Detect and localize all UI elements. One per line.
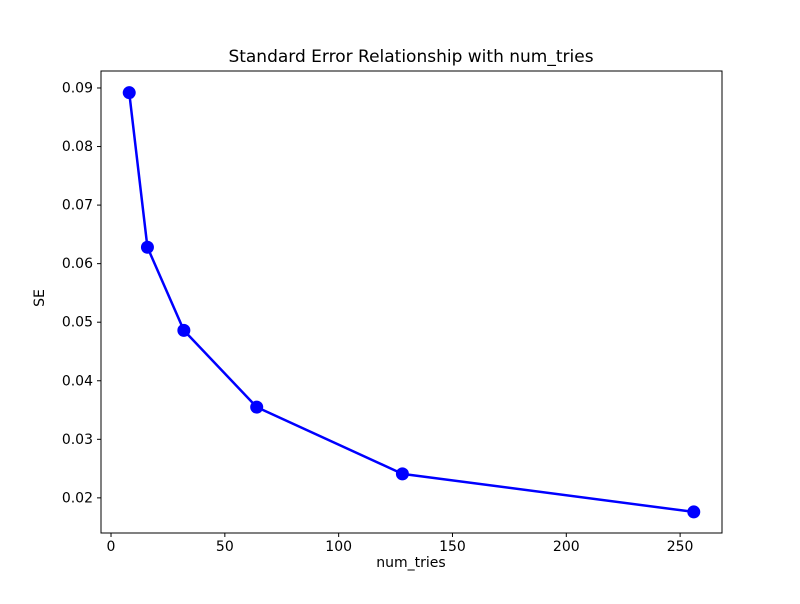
series-line [127, 91, 696, 514]
x-tick-label: 100 [325, 539, 352, 555]
y-tick-label: 0.03 [62, 432, 93, 448]
chart-title: Standard Error Relationship with num_tri… [228, 47, 593, 67]
plot-border [100, 70, 723, 534]
se-series-line [122, 86, 701, 519]
y-tick-label: 0.09 [62, 80, 93, 96]
x-tick-label: 250 [667, 539, 694, 555]
data-point-marker [395, 467, 409, 481]
data-point-marker [177, 323, 191, 337]
y-tick-label: 0.04 [62, 373, 93, 389]
y-tick-label: 0.08 [62, 139, 93, 155]
data-point-marker [122, 86, 136, 100]
x-tick-label: 200 [553, 539, 580, 555]
data-point-marker [140, 240, 154, 254]
y-axis-ticks: 0.02 0.03 0.04 0.05 0.06 0.07 0.08 0.09 [62, 80, 101, 506]
y-tick-label: 0.06 [62, 256, 93, 272]
x-tick-label: 0 [107, 539, 116, 555]
data-point-marker [250, 400, 264, 414]
x-tick-label: 50 [216, 539, 234, 555]
y-tick-label: 0.05 [62, 315, 93, 331]
data-point-marker [687, 505, 701, 519]
y-tick-label: 0.02 [62, 490, 93, 506]
y-tick-label: 0.07 [62, 198, 93, 214]
x-tick-label: 150 [439, 539, 466, 555]
y-axis-label: SE [32, 289, 48, 307]
x-axis-label: num_tries [376, 555, 445, 571]
x-axis-ticks: 0 50 100 150 200 250 [107, 533, 694, 555]
